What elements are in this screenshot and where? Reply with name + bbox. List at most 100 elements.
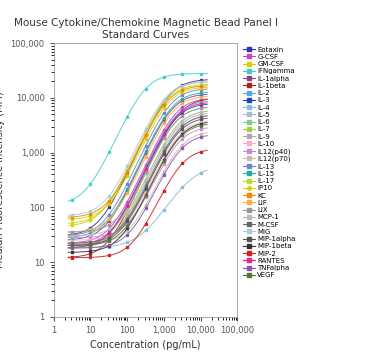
TNFalpha (106, 243, 111, 247)
MIP-1beta (70, 250, 74, 255)
RANTES (70, 245, 74, 249)
IL-5 (143, 185, 148, 190)
Legend: Eotaxin, G-CSF, GM-CSF, IFNgamma, IL-1alpha, IL-1beta, IL-2, IL-3, IL-4, IL-5, I: Eotaxin, G-CSF, GM-CSF, IFNgamma, IL-1al… (243, 47, 296, 278)
IL12(p40) (198, 127, 203, 131)
VEGF (143, 193, 148, 197)
MIP-1alpha (125, 219, 129, 224)
Eotaxin (88, 226, 93, 230)
GM-CSF (162, 99, 166, 104)
IL12(p70) (198, 132, 203, 136)
IL-6 (70, 243, 74, 247)
IL-7 (162, 143, 166, 147)
RANTES (125, 204, 129, 208)
IL-5 (70, 241, 74, 245)
LIF (162, 121, 166, 126)
KC (125, 170, 129, 174)
MIP-1beta (125, 226, 129, 230)
MIP-2 (106, 253, 111, 258)
IL-7 (143, 177, 148, 182)
M-CSF (70, 241, 74, 245)
Line: IL-15: IL-15 (71, 92, 202, 238)
RANTES (162, 132, 166, 136)
LIX (88, 229, 93, 233)
IP10 (198, 86, 203, 90)
IL-4 (143, 228, 148, 233)
IL-17 (88, 216, 93, 221)
IL-15 (198, 91, 203, 95)
IL-7 (88, 244, 93, 248)
IFNgamma (106, 150, 111, 154)
IFNgamma (162, 75, 166, 79)
IL-1alpha (70, 237, 74, 242)
IP10 (162, 106, 166, 111)
IL-3 (198, 103, 203, 107)
MIP-1alpha (70, 243, 74, 248)
TNFalpha (180, 146, 185, 150)
IP10 (106, 202, 111, 206)
MCP-1 (106, 227, 111, 231)
RANTES (198, 102, 203, 106)
IL12(p70) (125, 229, 129, 233)
IL-9 (106, 235, 111, 239)
MIP-1beta (198, 122, 203, 126)
IL-9 (180, 121, 185, 126)
Line: IP10: IP10 (71, 86, 202, 220)
IL-3 (88, 240, 93, 245)
M-CSF (162, 149, 166, 153)
LIF (143, 155, 148, 159)
MIG (198, 80, 203, 85)
MIP-1alpha (198, 117, 203, 122)
Line: IL12(p40): IL12(p40) (71, 128, 202, 239)
IL-3 (162, 133, 166, 138)
Line: IL-6: IL-6 (71, 107, 202, 246)
MIG (143, 127, 148, 131)
KC (88, 212, 93, 216)
Line: IL-7: IL-7 (71, 111, 202, 249)
IL-1beta (106, 238, 111, 242)
MIP-2 (143, 221, 148, 226)
Line: VEGF: VEGF (71, 124, 202, 247)
IL-13 (88, 229, 93, 233)
IL-2 (180, 108, 185, 112)
IL-7 (106, 236, 111, 240)
IL-13 (106, 213, 111, 217)
IL12(p40) (125, 222, 129, 226)
KC (143, 133, 148, 138)
IL12(p40) (180, 137, 185, 141)
IL-3 (106, 230, 111, 235)
IL-2 (162, 130, 166, 135)
IL-9 (88, 242, 93, 246)
M-CSF (180, 124, 185, 128)
LIF (70, 230, 74, 234)
IL12(p70) (143, 203, 148, 207)
Title: Mouse Cytokine/Chemokine Magnetic Bead Panel I
Standard Curves: Mouse Cytokine/Chemokine Magnetic Bead P… (13, 18, 278, 40)
IL-1beta (198, 99, 203, 103)
IL-13 (162, 111, 166, 115)
Line: LIF: LIF (71, 96, 202, 233)
IL-1alpha (180, 99, 185, 103)
M-CSF (198, 115, 203, 119)
Line: LIX: LIX (71, 107, 202, 233)
IL-7 (198, 110, 203, 114)
IL-9 (70, 243, 74, 247)
LIF (180, 101, 185, 105)
G-CSF (88, 238, 93, 242)
VEGF (125, 224, 129, 228)
IL-10 (162, 155, 166, 159)
IL-9 (125, 215, 129, 219)
IL-4 (198, 171, 203, 175)
IL-6 (162, 136, 166, 140)
IL-17 (180, 87, 185, 91)
LIX (198, 106, 203, 111)
Eotaxin (106, 205, 111, 210)
Line: IL-13: IL-13 (71, 88, 202, 236)
MIP-1alpha (143, 186, 148, 191)
Eotaxin (180, 83, 185, 87)
IL-9 (198, 112, 203, 117)
MIP-2 (162, 189, 166, 193)
IL-1beta (180, 108, 185, 112)
MIP-2 (88, 255, 93, 260)
Line: G-CSF: G-CSF (71, 99, 202, 244)
MCP-1 (70, 234, 74, 238)
MIP-1beta (162, 158, 166, 162)
